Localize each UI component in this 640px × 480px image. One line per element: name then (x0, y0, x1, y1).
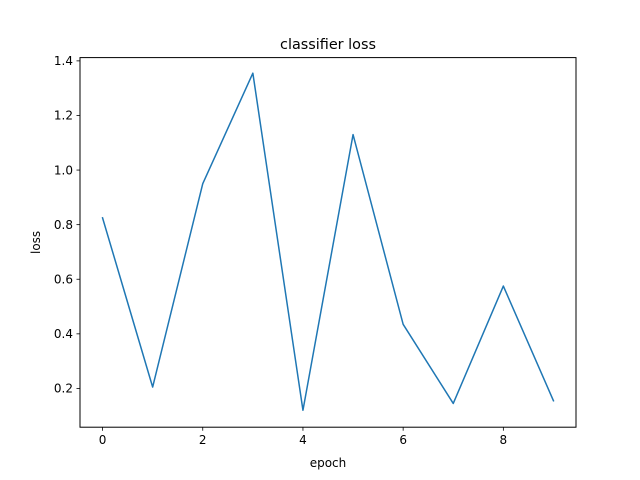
y-tick-label: 1.2 (54, 109, 73, 123)
x-axis-label: epoch (310, 456, 347, 470)
x-tick-label: 8 (500, 433, 508, 447)
y-axis-label: loss (29, 231, 43, 254)
x-axis: 0 2 4 6 8 (99, 427, 507, 447)
x-tick-label: 0 (99, 433, 107, 447)
y-tick-label: 1.4 (54, 54, 73, 68)
plot-area: 0 2 4 6 8 0.2 0.4 0.6 0.8 1.0 1.2 1.4 (54, 54, 577, 447)
y-tick-label: 0.8 (54, 218, 73, 232)
y-tick-label: 1.0 (54, 163, 73, 177)
x-tick-label: 2 (199, 433, 207, 447)
y-tick-label: 0.4 (54, 327, 73, 341)
x-tick-label: 6 (399, 433, 407, 447)
axes-frame (79, 57, 577, 428)
y-tick-label: 0.6 (54, 272, 73, 286)
y-tick-label: 0.2 (54, 382, 73, 396)
loss-line (101, 72, 555, 412)
chart-title: classifier loss (280, 37, 376, 53)
x-tick-label: 4 (299, 433, 307, 447)
series-layer (101, 72, 555, 412)
y-axis: 0.2 0.4 0.6 0.8 1.0 1.2 1.4 (54, 54, 80, 396)
